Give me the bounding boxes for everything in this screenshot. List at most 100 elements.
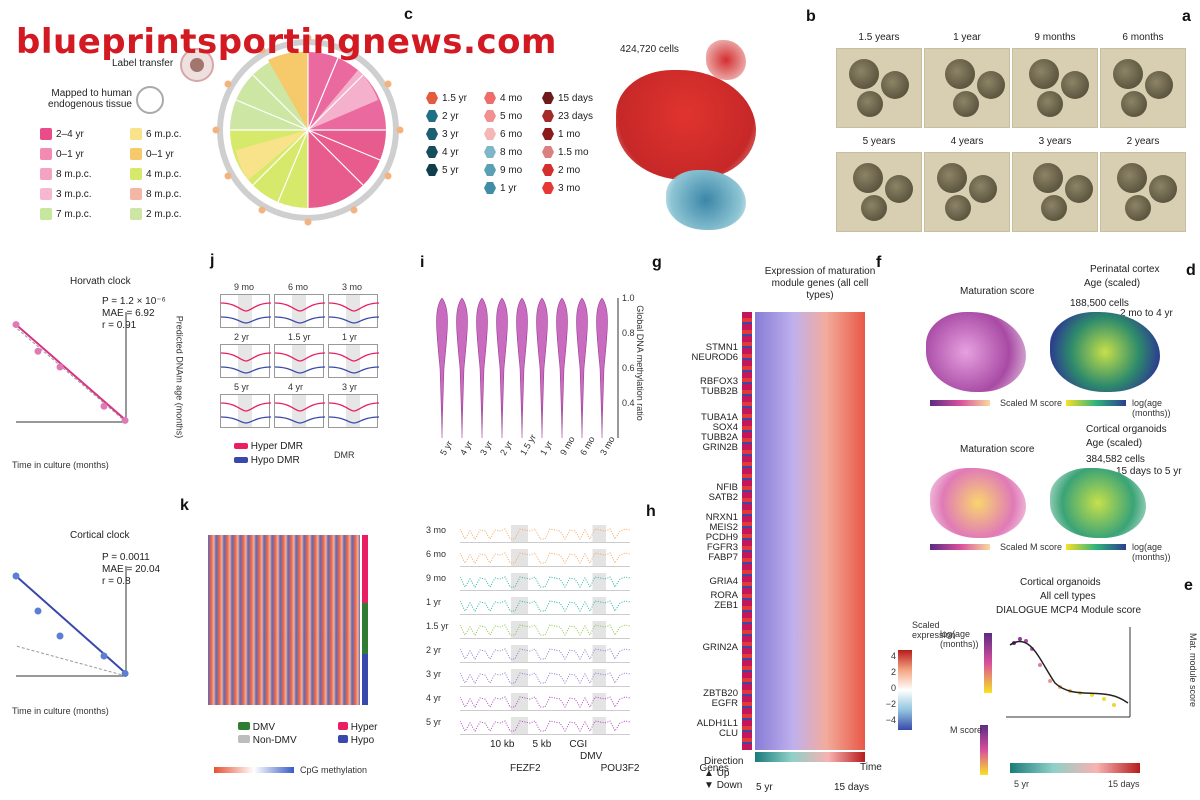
organoid-blob [969,175,997,203]
j-plot-title: 4 yr [288,382,304,392]
age-legend-item: 2 mo [542,164,580,176]
j-plot-title: 5 yr [234,382,250,392]
organoid-blob [1029,59,1059,89]
violin [456,297,468,439]
x-low-label: 15 days [834,782,870,793]
panel-c: c Label transfer Mapped to human endogen… [0,0,420,240]
hypo-line [328,316,380,324]
photo-caption: 2 years [1126,136,1160,147]
legend-swatch [130,148,142,160]
hex-swatch [542,128,554,140]
horvath-ylabel: Predicted DNAm age (months) [174,315,185,439]
track-label: 2 yr [426,645,442,655]
violin-x-label: 3 mo [598,435,617,457]
track-label: 5 yr [426,717,442,727]
age-legend-item: 1 mo [542,128,580,140]
age-legend-label: 1.5 mo [558,146,589,158]
organoid-photo [924,48,1010,128]
organoid-blob [1145,71,1173,99]
legend-label: 6 m.p.c. [146,128,182,140]
hyper-line [274,302,326,312]
organoid-blob [861,195,887,221]
label-transfer-icon [180,48,214,82]
photo-caption: 1.5 years [858,32,900,43]
age-legend-item: 23 days [542,110,593,122]
h-footer: 10 kb 5 kb CGI DMV FEZF2 POU3F2 Genes [490,739,729,774]
organoid-blob [977,71,1005,99]
age-legend-label: 3 yr [442,128,459,140]
j-mini-plot [274,294,326,328]
hypo-line [220,316,272,324]
d-colorbar-age [1066,400,1126,406]
photo-caption: 6 months [1122,32,1164,43]
j-dmr: DMR [334,450,355,460]
data-point [56,363,64,371]
panel-letter-a: a [1182,8,1191,25]
legend-swatch [130,188,142,200]
panel-letter-h: h [646,503,656,520]
k-cpg-bar [214,767,294,773]
age-legend-item: 4 mo [484,92,522,104]
d-org-umap-age [1050,468,1146,538]
scaled-expression-legend: Scaled expression 4 2 0 −2 −4 [886,620,956,740]
c-right-legend-item: 2–4 yr [40,128,84,140]
age-legend: 15 days 23 days 1 mo 1.5 mo 2 mo 3 mo 4 mo 5 mo… [426,92,596,202]
hex-swatch [484,92,496,104]
organoid-photo [1100,48,1186,128]
organoid-blob [1033,163,1063,193]
age-legend-item: 15 days [542,92,593,104]
d-range: 2 mo to 4 yr [1120,308,1173,319]
organoid-blob [1121,91,1147,117]
gene-heatmap [755,312,865,750]
j-mini-plot [220,294,272,328]
violin-x-label: 5 yr [438,439,454,457]
fit-line [15,575,127,675]
panel-letter-f: f [876,254,882,271]
hex-swatch [426,110,438,122]
organoid-blob [853,163,883,193]
track-label: 1 yr [426,597,442,607]
age-legend-label: 1 yr [500,182,517,194]
c-right-legend-item: 8 m.p.c. [40,168,92,180]
age-legend-item: 6 mo [484,128,522,140]
age-legend-label: 6 mo [500,128,523,140]
j-mini-plot [328,344,380,378]
organoid-blob [849,59,879,89]
e-point [1018,637,1022,641]
legend-swatch [40,168,52,180]
j-mini-plot [328,294,380,328]
organoid-blob [1061,71,1089,99]
organoid-blob [1065,175,1093,203]
hyper-line [220,352,272,362]
gene-label: TUBB2B [701,386,738,397]
organoid-blob [1041,195,1067,221]
horvath-clock-panel: Horvath clock P = 1.2 × 10⁻⁶ MAE = 6.92 … [0,262,190,472]
panel-letter-c: c [404,6,413,23]
hex-swatch [542,182,554,194]
legend-swatch [40,188,52,200]
hypo-line [220,366,272,374]
panel-a: a 6 months 9 months 1 year 1.5 years 2 years… [826,8,1200,240]
umap-plot [606,40,766,230]
gene-label: NRXN1 [705,512,738,523]
legend-label: 8 m.p.c. [146,188,182,200]
e-point [1112,703,1116,707]
d-org-umap-maturation [930,468,1026,538]
x-high-label: 5 yr [756,782,773,793]
track-line [459,552,631,565]
data-point [56,632,64,640]
k-legend-dmr: Hyper Hypo [338,721,377,747]
violin [536,297,548,439]
panel-letter-j: j [210,252,215,269]
k-heatmap [208,535,360,705]
horvath-scatter [12,312,129,424]
organoid-blob [1125,195,1151,221]
legend-label: 8 m.p.c. [56,168,92,180]
j-plot-title: 1 yr [342,332,358,342]
d-umap-age [1050,312,1160,392]
hyper-line [220,402,272,412]
violin-x-label: 6 mo [578,435,597,457]
e-point [1102,697,1106,701]
hex-swatch [542,92,554,104]
gene-label: PCDH9 [705,532,738,543]
